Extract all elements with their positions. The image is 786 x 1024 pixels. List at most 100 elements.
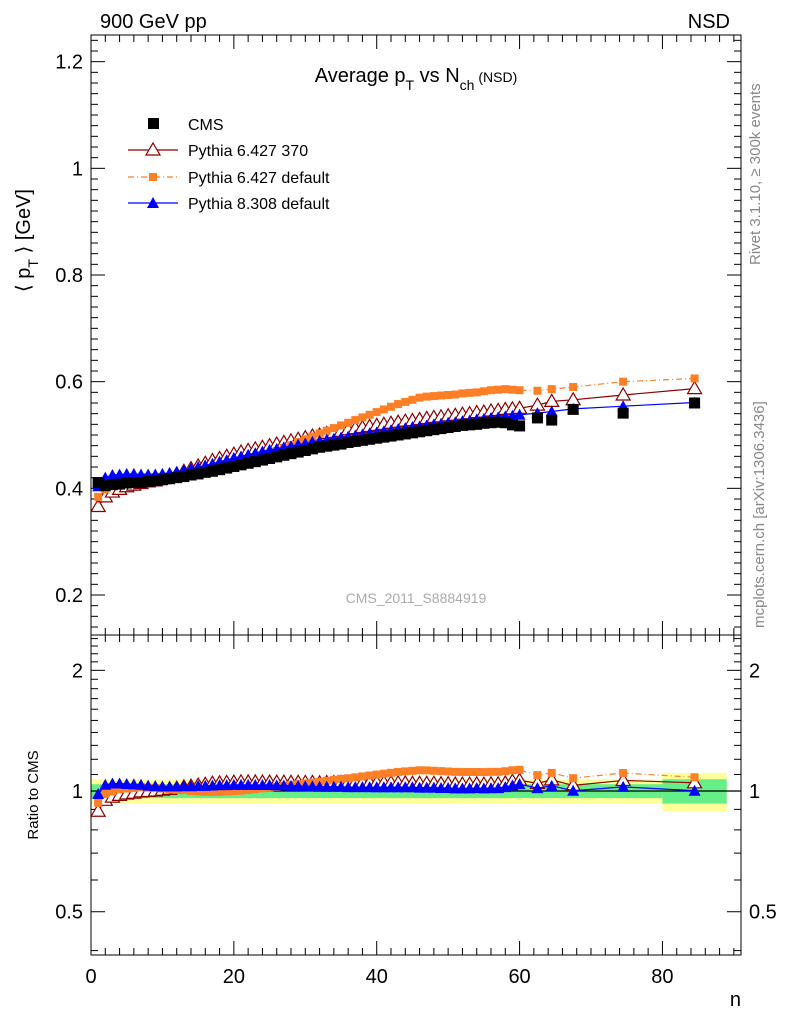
main-y-tick-label: 0.6: [55, 372, 83, 394]
main-series-layer: [90, 374, 703, 513]
main-point-pythia-6-427-default: [415, 393, 424, 402]
main-y-tick-label: 1: [72, 158, 83, 180]
ratio-point-pythia-6-427-default: [329, 775, 338, 784]
ratio-point-pythia-6-427-default: [394, 767, 403, 776]
header-right: NSD: [688, 11, 730, 33]
ratio-point-pythia-6-427-default: [487, 767, 495, 776]
ratio-point-pythia-6-427-default: [115, 785, 124, 794]
legend-label-py6-370: Pythia 6.427 370: [188, 143, 308, 160]
ratio-point-pythia-6-427-370: [90, 803, 107, 817]
main-point-pythia-6-427-370: [615, 386, 632, 401]
main-axis-ticks: 0.2 0.4 0.6 0.8 1 1.2: [55, 35, 741, 635]
main-point-cms: [421, 425, 433, 437]
main-point-cms: [689, 397, 701, 409]
main-point-pythia-6-427-default: [569, 383, 578, 391]
main-point-cms: [492, 416, 504, 428]
main-point-pythia-6-427-default: [387, 402, 395, 411]
main-point-cms: [114, 478, 126, 490]
main-point-pythia-6-427-default: [515, 386, 524, 395]
ratio-point-pythia-6-427-default: [372, 770, 381, 779]
ratio-y-tick-label-right: 2: [749, 660, 760, 682]
main-point-pythia-6-427-default: [322, 426, 331, 435]
main-point-cms: [92, 476, 104, 488]
ratio-point-pythia-6-427-default: [401, 767, 410, 776]
main-y-tick-label: 0.2: [55, 585, 83, 607]
main-point-cms: [514, 420, 526, 432]
main-point-pythia-6-427-default: [94, 492, 103, 501]
x-tick-label: 0: [85, 966, 96, 988]
ratio-y-tick-label: 0.5: [55, 902, 83, 924]
ratio-point-pythia-8-308-default: [688, 784, 701, 796]
main-point-cms: [185, 469, 197, 481]
main-point-pythia-6-427-default: [451, 390, 460, 399]
main-point-pythia-8-308-default: [513, 408, 526, 420]
ratio-point-pythia-6-427-default: [458, 767, 467, 776]
main-point-cms: [546, 414, 558, 426]
main-point-cms: [349, 435, 361, 447]
main-point-cms: [567, 403, 579, 415]
main-point-cms: [171, 472, 183, 484]
ratio-point-pythia-6-427-default: [690, 773, 699, 782]
main-point-cms: [214, 464, 226, 476]
main-point-cms: [342, 436, 354, 448]
main-point-pythia-6-427-default: [372, 408, 381, 417]
main-point-cms: [285, 448, 297, 460]
main-y-tick-label: 0.8: [55, 265, 83, 287]
main-point-cms: [256, 454, 268, 466]
main-point-cms: [392, 429, 404, 441]
main-point-pythia-6-427-default: [351, 416, 360, 425]
ratio-point-pythia-6-427-default: [201, 787, 210, 796]
main-point-cms: [385, 430, 397, 442]
ratio-point-pythia-8-308-default: [617, 780, 630, 792]
main-point-pythia-6-427-default: [472, 388, 481, 397]
main-point-pythia-6-427-default: [365, 410, 374, 419]
ratio-point-pythia-6-427-default: [451, 767, 460, 776]
main-point-cms: [156, 474, 168, 486]
main-point-pythia-6-427-default: [619, 377, 628, 386]
main-point-pythia-6-427-default: [533, 386, 542, 395]
ratio-point-pythia-6-427-default: [387, 768, 395, 777]
main-point-cms: [406, 427, 418, 439]
main-point-pythia-6-427-default: [315, 429, 324, 438]
main-point-cms: [328, 439, 340, 451]
main-point-cms: [306, 443, 318, 455]
legend: CMS Pythia 6.427 370 Pythia 6.427 defaul…: [128, 117, 330, 213]
legend-label-cms: CMS: [188, 117, 224, 134]
main-point-pythia-6-427-default: [547, 385, 556, 394]
main-point-cms: [221, 462, 233, 474]
main-point-cms: [271, 451, 283, 463]
main-point-cms: [378, 431, 390, 443]
main-point-pythia-6-427-default: [429, 392, 438, 401]
main-point-cms: [242, 457, 254, 469]
ratio-point-pythia-6-427-default: [619, 769, 628, 778]
main-point-cms: [428, 424, 440, 436]
main-y-tick-label: 0.4: [55, 478, 83, 500]
main-point-pythia-6-427-default: [458, 389, 467, 398]
main-point-pythia-6-427-default: [690, 374, 699, 383]
ratio-point-pythia-6-427-default: [533, 771, 542, 780]
main-point-cms: [364, 433, 376, 445]
ratio-point-pythia-6-427-default: [365, 771, 374, 780]
main-point-cms: [371, 432, 383, 444]
ratio-point-pythia-8-308-default: [513, 778, 526, 790]
main-point-cms: [99, 480, 111, 492]
main-point-pythia-6-427-default: [329, 424, 338, 433]
ratio-point-pythia-6-427-default: [472, 768, 481, 777]
rivet-label: Rivet 3.1.10, ≥ 300k events: [747, 83, 764, 265]
ratio-point-pythia-6-427-default: [415, 766, 424, 775]
ratio-plot-frame: [90, 634, 742, 956]
ratio-point-pythia-6-427-default: [429, 766, 438, 775]
ratio-point-pythia-6-427-default: [379, 769, 388, 778]
main-point-pythia-6-427-default: [508, 385, 517, 394]
x-tick-label: 40: [366, 966, 388, 988]
main-point-pythia-6-427-default: [358, 413, 367, 422]
main-point-cms: [478, 417, 490, 429]
ratio-y-axis-label: Ratio to CMS: [25, 750, 42, 839]
main-point-cms: [235, 459, 247, 471]
ratio-point-pythia-6-427-default: [515, 765, 524, 774]
ratio-point-pythia-6-427-default: [94, 798, 103, 807]
legend-marker-cms: [148, 118, 159, 129]
ratio-point-pythia-6-427-default: [444, 767, 453, 776]
ratio-point-pythia-6-427-default: [569, 774, 578, 783]
